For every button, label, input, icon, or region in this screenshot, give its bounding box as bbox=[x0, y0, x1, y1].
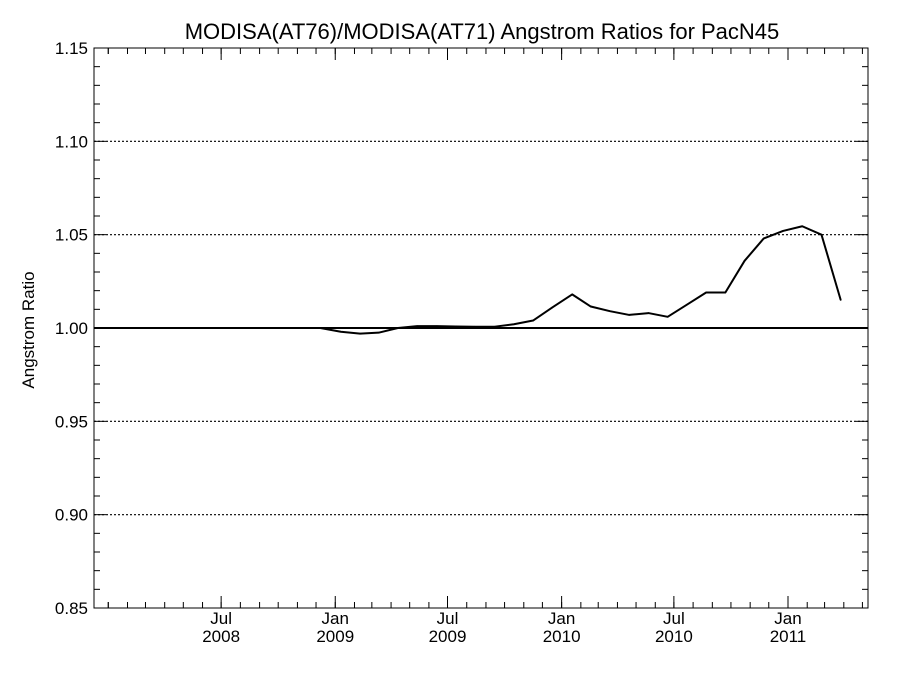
data-point bbox=[359, 332, 361, 335]
label-layer: 0.850.900.951.001.051.101.15Jul2008Jan20… bbox=[55, 39, 806, 646]
x-tick-month-label: Jan bbox=[322, 609, 349, 628]
data-point bbox=[319, 327, 322, 329]
data-point bbox=[454, 325, 457, 328]
data-point bbox=[589, 305, 592, 308]
data-point bbox=[705, 291, 707, 294]
y-tick-label: 1.15 bbox=[55, 39, 88, 58]
x-tick-month-label: Jan bbox=[774, 609, 801, 628]
data-point bbox=[782, 230, 784, 232]
data-point bbox=[532, 319, 534, 322]
plot-frame bbox=[93, 47, 869, 609]
x-tick-month-label: Jan bbox=[548, 609, 575, 628]
x-tick-year-label: 2011 bbox=[770, 627, 807, 646]
data-point bbox=[436, 325, 438, 327]
y-tick-label: 1.05 bbox=[55, 226, 88, 245]
data-point bbox=[377, 331, 380, 334]
data-point bbox=[801, 225, 804, 228]
y-tick-label: 0.95 bbox=[55, 412, 88, 431]
data-point bbox=[724, 291, 727, 294]
x-tick-year-label: 2010 bbox=[543, 627, 581, 646]
y-tick-label: 0.90 bbox=[55, 506, 88, 525]
data-point bbox=[571, 293, 573, 296]
data-point bbox=[513, 323, 515, 326]
series-layer bbox=[94, 225, 868, 335]
data-point bbox=[474, 325, 476, 328]
x-tick-year-label: 2010 bbox=[655, 627, 693, 646]
data-point bbox=[820, 233, 823, 236]
data-point bbox=[397, 327, 399, 329]
data-point bbox=[340, 330, 342, 333]
data-point bbox=[743, 260, 746, 262]
chart-title: MODISA(AT76)/MODISA(AT71) Angstrom Ratio… bbox=[185, 19, 780, 44]
y-tick-label: 0.85 bbox=[55, 599, 88, 618]
data-point bbox=[628, 314, 631, 316]
data-point bbox=[686, 303, 688, 306]
y-axis-label: Angstrom Ratio bbox=[19, 271, 38, 388]
data-point bbox=[609, 310, 611, 313]
x-tick-year-label: 2008 bbox=[202, 627, 240, 646]
x-tick-year-label: 2009 bbox=[429, 627, 467, 646]
y-tick-label: 1.10 bbox=[55, 132, 88, 151]
x-tick-year-label: 2009 bbox=[316, 627, 354, 646]
series-line bbox=[300, 225, 842, 335]
x-tick-month-label: Jul bbox=[437, 609, 459, 628]
data-point bbox=[299, 327, 302, 329]
x-tick-month-label: Jul bbox=[663, 609, 685, 628]
data-point bbox=[666, 316, 669, 318]
data-point bbox=[416, 325, 418, 327]
data-point bbox=[551, 306, 554, 309]
data-point bbox=[493, 325, 496, 328]
data-point bbox=[763, 237, 765, 240]
x-tick-month-label: Jul bbox=[210, 609, 232, 628]
y-tick-label: 1.00 bbox=[55, 319, 88, 338]
data-point bbox=[647, 312, 650, 314]
data-point bbox=[839, 299, 842, 301]
